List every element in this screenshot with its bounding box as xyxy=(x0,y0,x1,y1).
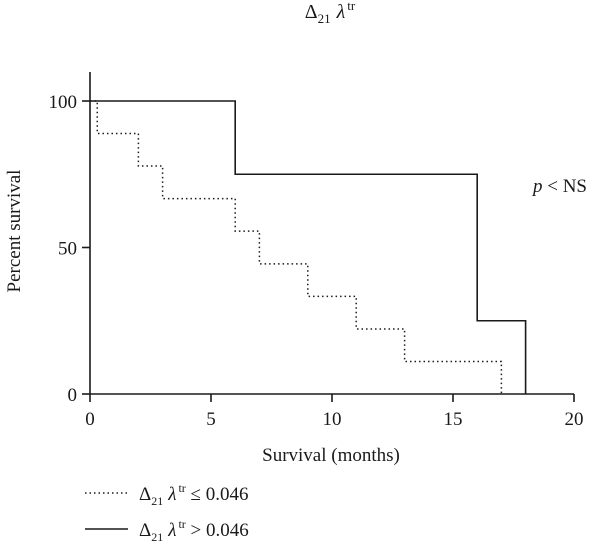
y-tick-label: 100 xyxy=(49,92,78,113)
x-axis-label: Survival (months) xyxy=(262,445,400,466)
x-tick-label: 15 xyxy=(444,409,463,430)
x-tick-label: 20 xyxy=(565,409,584,430)
legend-2-lambda: λ xyxy=(167,520,176,541)
axes xyxy=(89,72,574,395)
legend-1-rest: ≤ 0.046 xyxy=(186,484,249,505)
x-tick-label: 10 xyxy=(323,409,342,430)
legend-item-2: Δ21 λ tr > 0.046 xyxy=(85,517,249,544)
chart-title: Δ21 λ tr xyxy=(305,0,356,26)
title-lambda: λ xyxy=(336,1,346,23)
y-tick-label: 50 xyxy=(58,239,77,260)
p-value-annotation: p < NS xyxy=(531,176,587,197)
series-line-dotted xyxy=(90,100,503,394)
legend-1-lambda: λ xyxy=(167,484,176,505)
title-delta: Δ xyxy=(305,1,318,23)
y-axis-label: Percent survival xyxy=(4,170,25,293)
legend-label-1: Δ21 λ tr ≤ 0.046 xyxy=(139,481,248,508)
title-delta-subscript: 21 xyxy=(318,11,331,26)
legend-2-rest: > 0.046 xyxy=(186,520,249,541)
x-tick-label: 5 xyxy=(206,409,216,430)
legend-2-delta: Δ xyxy=(139,520,151,541)
legend-1-delta: Δ xyxy=(139,484,151,505)
legend-2-lambda-sup: tr xyxy=(178,517,185,531)
legend-label-2: Δ21 λ tr > 0.046 xyxy=(139,517,249,544)
p-value-text: < NS xyxy=(543,176,588,197)
x-tick-label: 0 xyxy=(85,409,95,430)
legend-1-lambda-sup: tr xyxy=(178,481,185,495)
legend-2-delta-sub: 21 xyxy=(151,530,163,544)
series-line-solid xyxy=(90,100,527,394)
series-layer xyxy=(90,100,527,394)
legend-1-delta-sub: 21 xyxy=(151,494,163,508)
axis-ticks: 0 5 10 15 20 0 50 100 xyxy=(49,92,584,430)
p-value-italic: p xyxy=(531,176,543,197)
y-tick-label: 0 xyxy=(68,385,78,406)
title-lambda-superscript: tr xyxy=(347,0,356,13)
legend: Δ21 λ tr ≤ 0.046 Δ21 λ tr > 0.046 xyxy=(85,481,249,544)
legend-item-1: Δ21 λ tr ≤ 0.046 xyxy=(85,481,248,508)
